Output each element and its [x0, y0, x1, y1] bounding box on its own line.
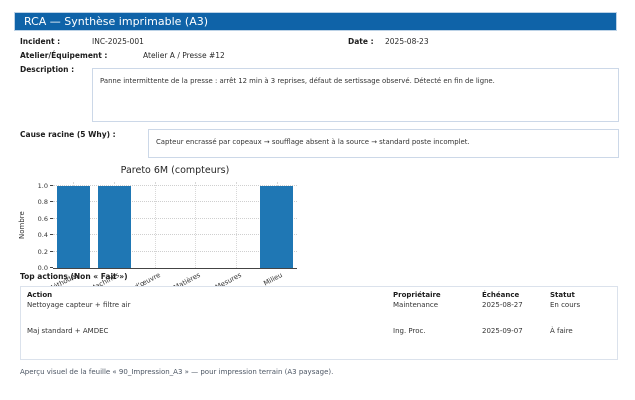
chart-y-tick-mark: [50, 185, 53, 186]
pareto-6m-chart: Pareto 6M (compteurs) Nombre 0.0 0.2 0.4 0.…: [14, 165, 304, 300]
chart-bar: [56, 186, 90, 268]
chart-vgridline: [154, 182, 156, 268]
description-label: Description :: [20, 65, 75, 74]
column-header-statut: Statut: [550, 291, 575, 299]
chart-y-axis-label: Nombre: [18, 211, 26, 239]
table-row-2-echeance-cell: 2025-09-07: [482, 327, 523, 335]
date-value: 2025-08-23: [385, 37, 429, 46]
chart-vgridline: [195, 182, 197, 268]
chart-hgridline: [53, 217, 297, 219]
description-box: Panne intermittente de la presse : arrêt…: [92, 68, 619, 122]
chart-plot-area: 0.00.20.40.60.81.0MéthodesMachinesMain-d…: [38, 182, 297, 300]
footer-note: Aperçu visuel de la feuille « 90_Impress…: [20, 368, 334, 376]
table-row-2-statut-cell: À faire: [550, 327, 573, 335]
chart-y-tick-label: 1.0: [37, 182, 48, 190]
incident-value: INC-2025-001: [92, 37, 144, 46]
chart-y-tick-label: 0.6: [37, 214, 48, 223]
table-row-1-action-cell: Nettoyage capteur + filtre air: [27, 301, 131, 309]
incident-label: Incident :: [20, 37, 61, 46]
title-bar: RCA — Synthèse imprimable (A3): [14, 12, 617, 31]
column-header-echeance: Échéance: [482, 291, 520, 299]
actions-table: Action Propriétaire Échéance Statut Nett…: [20, 286, 618, 360]
chart-title: Pareto 6M (compteurs): [120, 165, 230, 176]
chart-y-tick-mark: [50, 234, 53, 236]
chart-x-tick-label: Milieu: [261, 271, 284, 288]
chart-y-tick-mark: [50, 201, 53, 203]
chart-y-tick-label: 0.8: [37, 198, 48, 207]
chart-y-tick-label: 0.2: [37, 247, 48, 256]
chart-hgridline: [53, 250, 297, 252]
chart-y-tick-mark: [50, 217, 53, 219]
table-row-1-statut-cell: En cours: [550, 301, 581, 309]
description-text: Panne intermittente de la presse : arrêt…: [100, 77, 495, 85]
chart-hgridline: [53, 234, 297, 236]
cause-racine-text: Capteur encrassé par copeaux → soufflage…: [156, 138, 470, 146]
cause-racine-label: Cause racine (5 Why) :: [20, 130, 116, 139]
atelier-equipement-value: Atelier A / Presse #12: [143, 51, 225, 60]
atelier-equipement-label: Atelier/Équipement :: [20, 51, 108, 60]
table-row-2-proprietaire-cell: Ing. Proc.: [393, 327, 426, 335]
table-row-1-echeance-cell: 2025-08-27: [482, 301, 523, 309]
chart-y-tick-mark: [50, 250, 53, 252]
chart-vgridline: [236, 182, 237, 268]
chart-bar: [260, 186, 294, 268]
column-header-proprietaire: Propriétaire: [393, 291, 441, 299]
table-row-1-proprietaire-cell: Maintenance: [393, 301, 439, 309]
chart-y-tick-label: 0.0: [37, 264, 48, 272]
table-row-2-action-cell: Maj standard + AMDEC: [27, 327, 109, 335]
chart-y-tick-label: 0.4: [37, 231, 48, 240]
column-header-action: Action: [27, 291, 53, 299]
chart-hgridline: [53, 185, 297, 186]
date-label: Date :: [348, 37, 374, 46]
chart-bar: [97, 186, 131, 268]
cause-racine-box: Capteur encrassé par copeaux → soufflage…: [148, 129, 619, 158]
top-actions-label: Top actions (Non « Fait »): [20, 272, 128, 281]
chart-hgridline: [53, 201, 297, 203]
page-title: RCA — Synthèse imprimable (A3): [24, 15, 209, 28]
chart-y-tick-mark: [50, 267, 53, 268]
